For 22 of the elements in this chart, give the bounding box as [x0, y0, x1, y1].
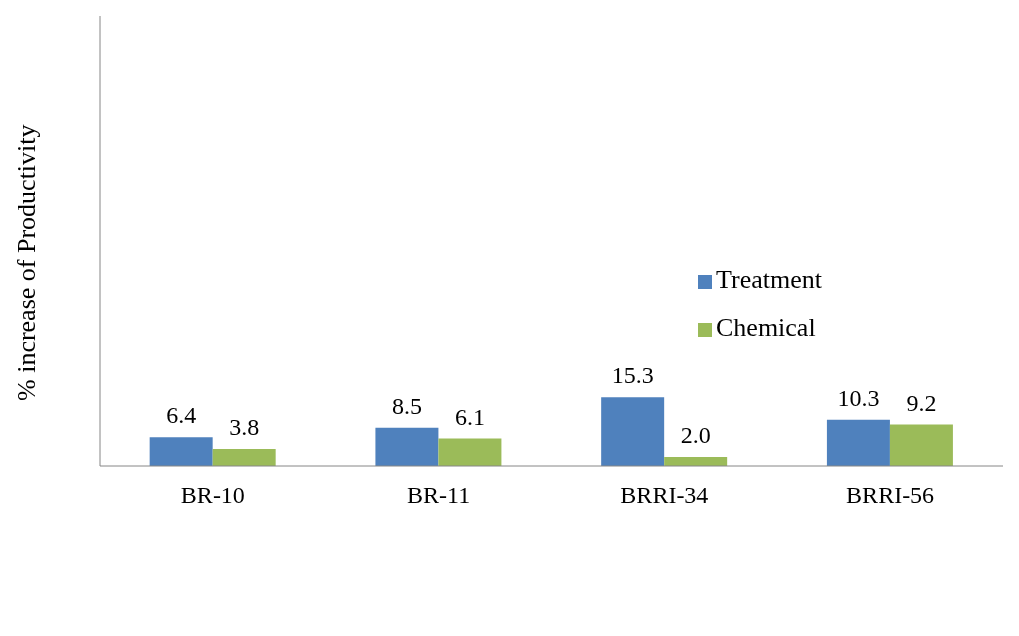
bar — [375, 427, 439, 466]
data-label: 6.1 — [454, 403, 485, 430]
data-label: 3.8 — [229, 413, 260, 440]
bar — [212, 448, 276, 466]
bar — [149, 437, 213, 466]
legend-label: Chemical — [716, 313, 816, 342]
bar — [601, 397, 665, 466]
data-label: 2.0 — [680, 422, 711, 448]
bar — [826, 419, 890, 466]
x-tick-label: BR-10 — [180, 482, 245, 509]
x-tick-label: BR-11 — [407, 482, 471, 509]
data-label: 6.4 — [166, 402, 197, 429]
data-label: 8.5 — [391, 392, 422, 419]
legend-label: Treatment — [716, 265, 822, 294]
x-tick-label: BRRI-34 — [620, 482, 709, 509]
y-axis-title: % increase of Productivity — [12, 124, 42, 401]
data-label: 10.3 — [837, 384, 880, 411]
data-label: 9.2 — [906, 389, 937, 416]
data-label: 15.3 — [611, 362, 654, 389]
x-tick-label: BRRI-56 — [846, 482, 935, 509]
bar — [889, 424, 953, 466]
bar — [438, 438, 502, 466]
